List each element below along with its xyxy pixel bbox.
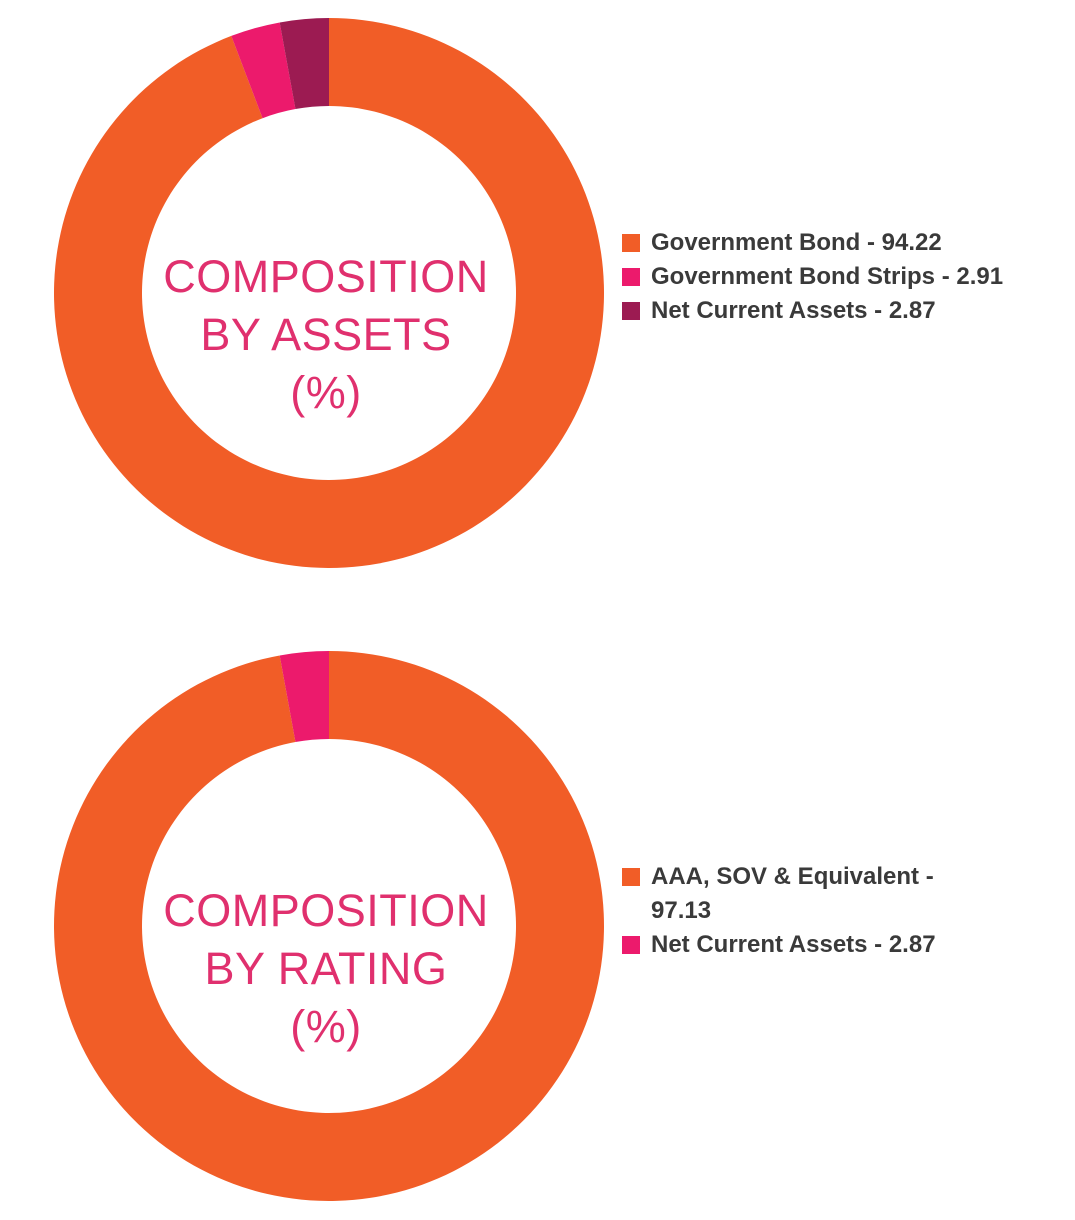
legend-label: AAA, SOV & Equivalent - bbox=[651, 863, 934, 890]
chart-title-line: (%) bbox=[290, 1001, 362, 1052]
donut-chart-assets bbox=[54, 18, 605, 568]
donut-slice-net-current-assets bbox=[279, 651, 329, 743]
donut-slice-government-bond-strips bbox=[231, 22, 296, 119]
legend-rating: AAA, SOV & Equivalent - 97.13 Net Curren… bbox=[622, 860, 1062, 962]
legend-item: Government Bond Strips - 2.91 bbox=[622, 260, 1062, 294]
chart-title-line: COMPOSITION bbox=[163, 251, 489, 302]
legend-label: Net Current Assets - 2.87 bbox=[651, 297, 936, 324]
donut-slice-government-bond bbox=[54, 18, 605, 568]
legend-item: Net Current Assets - 2.87 bbox=[622, 928, 1062, 962]
legend-item: AAA, SOV & Equivalent - 97.13 bbox=[622, 860, 1062, 928]
chart-title-line: BY RATING bbox=[204, 943, 448, 994]
legend-assets: Government Bond - 94.22 Government Bond … bbox=[622, 226, 1062, 328]
legend-label-continued: 97.13 bbox=[651, 897, 712, 924]
chart-title-assets: COMPOSITION BY ASSETS (%) bbox=[116, 248, 536, 422]
legend-item: Government Bond - 94.22 bbox=[622, 226, 1062, 260]
legend-item: Net Current Assets - 2.87 bbox=[622, 294, 1062, 328]
chart-title-line: (%) bbox=[290, 367, 362, 418]
donut-slice-net-current-assets bbox=[279, 18, 329, 110]
donut-chart-rating bbox=[53, 651, 604, 1201]
chart-composition-by-assets: COMPOSITION BY ASSETS (%) Government Bon… bbox=[0, 0, 1075, 580]
legend-swatch bbox=[622, 302, 640, 320]
legend-swatch bbox=[622, 868, 640, 886]
legend-label: Government Bond Strips - 2.91 bbox=[651, 263, 1004, 290]
chart-title-line: BY ASSETS bbox=[200, 309, 452, 360]
legend-swatch bbox=[622, 268, 640, 286]
legend-label: Net Current Assets - 2.87 bbox=[651, 931, 936, 958]
chart-title-line: COMPOSITION bbox=[163, 885, 489, 936]
chart-composition-by-rating: COMPOSITION BY RATING (%) AAA, SOV & Equ… bbox=[0, 634, 1075, 1214]
legend-label: Government Bond - 94.22 bbox=[651, 229, 942, 256]
legend-swatch bbox=[622, 234, 640, 252]
chart-title-rating: COMPOSITION BY RATING (%) bbox=[116, 882, 536, 1056]
donut-slice-aaa-sov-equivalent bbox=[53, 651, 604, 1201]
legend-swatch bbox=[622, 936, 640, 954]
